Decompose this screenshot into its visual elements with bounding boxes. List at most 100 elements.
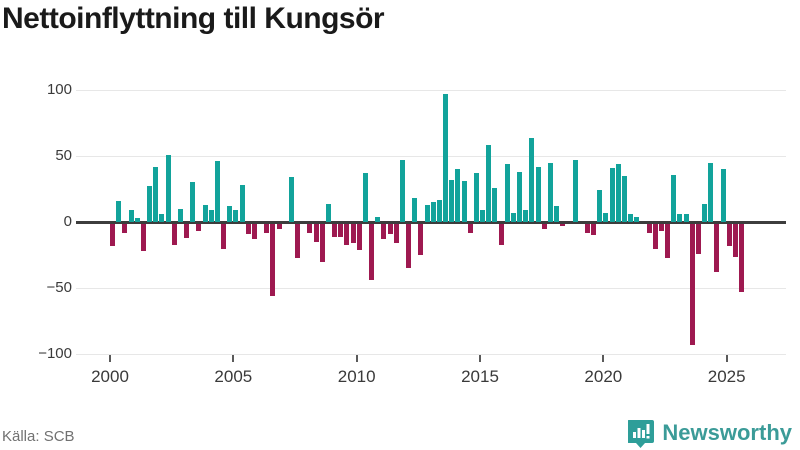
bar-2015q1[interactable] <box>480 210 486 222</box>
bar-2002q1[interactable] <box>159 214 165 222</box>
bar-2011q4[interactable] <box>399 160 405 222</box>
newsworthy-logo[interactable]: Newsworthy <box>627 417 792 449</box>
bar-2013q4[interactable] <box>449 179 455 222</box>
bar-2023q3[interactable] <box>689 223 695 345</box>
bar-2008q2[interactable] <box>313 223 319 242</box>
bar-2008q3[interactable] <box>319 223 325 262</box>
x-axis-label: 2005 <box>214 367 253 386</box>
bar-2005q4[interactable] <box>251 223 257 240</box>
bar-2002q3[interactable] <box>171 223 177 245</box>
bar-2016q4[interactable] <box>523 210 529 222</box>
bar-2011q3[interactable] <box>393 223 399 244</box>
bar-2022q1[interactable] <box>652 223 658 249</box>
bar-2024q4[interactable] <box>720 169 726 222</box>
bar-2010q4[interactable] <box>375 216 381 222</box>
bar-2003q3[interactable] <box>196 223 202 232</box>
bar-2012q2[interactable] <box>412 198 418 222</box>
bar-2021q2[interactable] <box>634 216 640 222</box>
bar-2018q2[interactable] <box>560 223 566 227</box>
bar-2013q3[interactable] <box>443 94 449 222</box>
bar-2016q2[interactable] <box>510 212 516 222</box>
bar-2019q4[interactable] <box>597 190 603 222</box>
bar-2015q3[interactable] <box>492 187 498 222</box>
bar-2014q3[interactable] <box>467 223 473 233</box>
bar-2023q4[interactable] <box>695 223 701 254</box>
bar-2017q1[interactable] <box>529 137 535 222</box>
bar-2022q2[interactable] <box>658 223 664 232</box>
bar-2003q2[interactable] <box>190 182 196 222</box>
bar-2015q4[interactable] <box>498 223 504 245</box>
bar-2008q4[interactable] <box>325 203 331 222</box>
bar-2000q2[interactable] <box>116 200 122 222</box>
bar-2001q2[interactable] <box>140 223 146 252</box>
bar-2003q1[interactable] <box>184 223 190 238</box>
bar-2014q2[interactable] <box>461 181 467 222</box>
bar-2008q1[interactable] <box>307 223 313 233</box>
bar-2000q3[interactable] <box>122 223 128 233</box>
bar-2017q3[interactable] <box>541 223 547 229</box>
bar-2020q3[interactable] <box>615 163 621 222</box>
bar-2001q4[interactable] <box>153 166 159 222</box>
bar-2004q3[interactable] <box>221 223 227 249</box>
bar-2025q1[interactable] <box>726 223 732 246</box>
bar-2024q3[interactable] <box>714 223 720 273</box>
bar-2024q1[interactable] <box>702 203 708 222</box>
bar-2022q3[interactable] <box>665 223 671 258</box>
bar-2005q3[interactable] <box>245 223 251 235</box>
bar-2023q1[interactable] <box>677 214 683 222</box>
bar-2004q4[interactable] <box>227 206 233 222</box>
bar-2014q1[interactable] <box>455 169 461 222</box>
bar-2004q2[interactable] <box>214 161 220 222</box>
bar-2001q3[interactable] <box>147 186 153 222</box>
bar-2019q2[interactable] <box>584 223 590 233</box>
bar-2010q2[interactable] <box>362 173 368 222</box>
bar-2018q1[interactable] <box>554 206 560 222</box>
bar-2006q2[interactable] <box>264 223 270 233</box>
bar-2023q2[interactable] <box>683 214 689 222</box>
bar-2014q4[interactable] <box>473 173 479 222</box>
bar-2009q2[interactable] <box>338 223 344 237</box>
bar-2020q4[interactable] <box>621 175 627 222</box>
bar-2020q1[interactable] <box>603 212 609 222</box>
bar-2013q1[interactable] <box>430 202 436 222</box>
bar-2005q1[interactable] <box>233 210 239 222</box>
bar-2007q2[interactable] <box>288 177 294 222</box>
bar-2021q1[interactable] <box>628 214 634 222</box>
bar-2017q2[interactable] <box>535 166 541 222</box>
bar-2003q4[interactable] <box>202 204 208 222</box>
bar-2002q2[interactable] <box>165 154 171 222</box>
bar-2002q4[interactable] <box>177 208 183 222</box>
bar-2009q1[interactable] <box>332 223 338 237</box>
bar-2013q2[interactable] <box>436 199 442 222</box>
bar-2001q1[interactable] <box>134 218 140 222</box>
bar-2018q4[interactable] <box>572 160 578 222</box>
bar-2019q3[interactable] <box>591 223 597 236</box>
bar-2016q3[interactable] <box>517 171 523 222</box>
bar-2015q2[interactable] <box>486 145 492 222</box>
bar-2012q1[interactable] <box>406 223 412 269</box>
bar-2000q1[interactable] <box>110 223 116 246</box>
bar-2005q2[interactable] <box>239 185 245 222</box>
bar-2024q2[interactable] <box>708 162 714 222</box>
bar-2021q4[interactable] <box>646 223 652 233</box>
bar-2017q4[interactable] <box>547 162 553 222</box>
bar-2006q3[interactable] <box>270 223 276 297</box>
bar-2009q4[interactable] <box>350 223 356 244</box>
bar-2025q3[interactable] <box>739 223 745 293</box>
bar-2016q1[interactable] <box>504 163 510 222</box>
bar-2010q1[interactable] <box>356 223 362 250</box>
bar-2010q3[interactable] <box>369 223 375 281</box>
bar-2012q3[interactable] <box>418 223 424 256</box>
x-axis-label: 2015 <box>461 367 499 386</box>
bar-2020q2[interactable] <box>609 167 615 222</box>
bar-2011q2[interactable] <box>387 223 393 235</box>
bar-2011q1[interactable] <box>381 223 387 240</box>
bar-2004q1[interactable] <box>208 210 214 222</box>
bar-2006q4[interactable] <box>276 223 282 229</box>
bar-2025q2[interactable] <box>732 223 738 257</box>
bar-2009q3[interactable] <box>344 223 350 245</box>
bar-2022q4[interactable] <box>671 174 677 222</box>
bar-2012q4[interactable] <box>424 204 430 222</box>
bar-2000q4[interactable] <box>128 210 134 222</box>
bar-2007q3[interactable] <box>295 223 301 258</box>
